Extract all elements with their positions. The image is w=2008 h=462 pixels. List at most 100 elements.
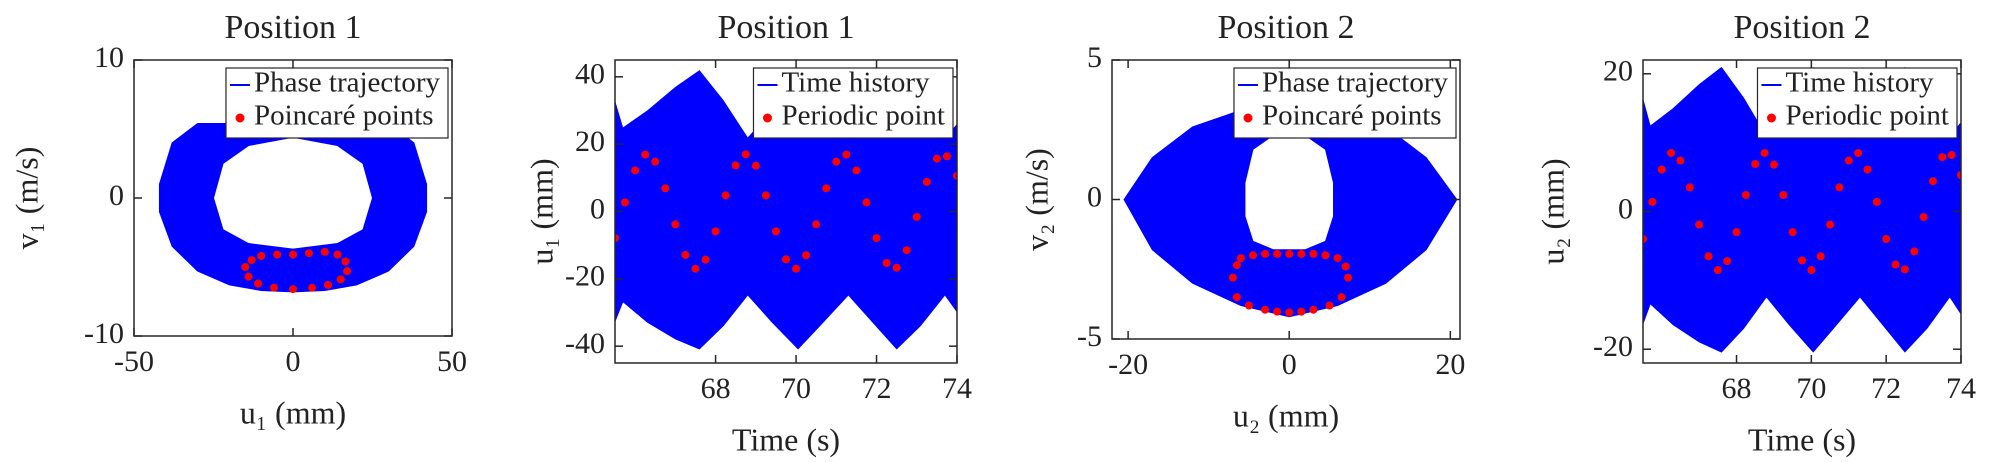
point [721,191,730,200]
y-tick-label: 40 [575,58,605,91]
legend-box [1756,67,1958,139]
point [1769,160,1778,169]
point [341,257,350,266]
point [661,184,670,193]
point [1872,197,1881,206]
point [1723,257,1732,266]
x-axis-label: u₁ (mm) [240,394,346,430]
point [289,250,297,259]
point [241,263,250,271]
point [1751,159,1760,168]
x-tick-label: 68 [1722,372,1752,405]
point [273,250,282,259]
point [1704,252,1713,261]
x-tick-label: 72 [1871,372,1901,405]
legend-box [225,67,449,139]
point [671,220,680,229]
point [336,275,345,284]
legend-box [1233,67,1457,139]
point [1957,171,1961,180]
point [651,157,660,166]
point [1325,301,1334,310]
point [852,166,861,175]
phase-trajectory [158,122,428,293]
point [269,283,278,292]
point [741,150,750,159]
point [1947,151,1956,160]
y-tick-label: -20 [1593,330,1633,363]
point [751,161,760,170]
legend-label: Periodic point [781,100,945,132]
x-tick-label: 50 [437,345,467,378]
y-tick-label: 0 [109,179,124,212]
x-tick-label: -20 [1108,348,1148,381]
point [254,279,263,288]
point [1826,220,1835,229]
legend-label: Phase trajectory [1262,67,1449,99]
point [862,198,871,207]
time-history-band [615,70,957,350]
y-tick-label: -10 [84,317,124,350]
y-tick-label: 5 [1087,41,1102,74]
point [1337,293,1346,302]
point [1863,165,1872,174]
point [1309,249,1318,258]
point [912,212,921,221]
point [761,191,770,200]
x-tick-label: 72 [862,372,892,405]
point [1816,252,1825,261]
point [1657,165,1666,174]
point [1835,183,1844,192]
legend-swatch [235,113,245,123]
point [1309,305,1318,314]
x-tick-label: -50 [114,345,154,378]
chart-title: Position 1 [718,9,855,46]
point [1232,293,1241,302]
y-tick-label: 0 [590,192,605,225]
point [1228,273,1237,282]
chart-title: Position 2 [1218,9,1355,46]
point [802,251,811,260]
point [1882,235,1891,244]
point [782,255,790,264]
point [1643,235,1647,244]
x-tick-label: 68 [701,372,731,405]
x-axis-label: u₂ (mm) [1233,397,1339,433]
plot-area [1123,104,1458,318]
point [1321,251,1330,260]
chart-title: Position 1 [225,9,362,46]
point [247,256,256,265]
point [1938,153,1947,162]
point [343,267,352,276]
point [1261,305,1270,314]
point [1891,260,1900,269]
point [731,161,740,170]
point [1760,148,1769,157]
point [1248,251,1257,260]
legend-swatch [1243,113,1253,123]
point [1695,220,1704,229]
point [323,280,332,289]
point [308,283,317,292]
point [1667,148,1676,157]
legend-box [752,67,954,139]
point [1788,228,1797,237]
point [1236,254,1245,263]
point [681,250,690,259]
x-tick-label: 74 [1946,372,1976,405]
y-axis-label: v₂ (m/s) [1018,148,1054,251]
point [1779,190,1788,199]
point [1844,156,1853,165]
point [631,166,640,175]
point [701,255,710,264]
point [1713,266,1722,275]
point [1244,301,1253,310]
point [882,259,891,268]
point [1333,254,1342,263]
point [1273,307,1282,316]
